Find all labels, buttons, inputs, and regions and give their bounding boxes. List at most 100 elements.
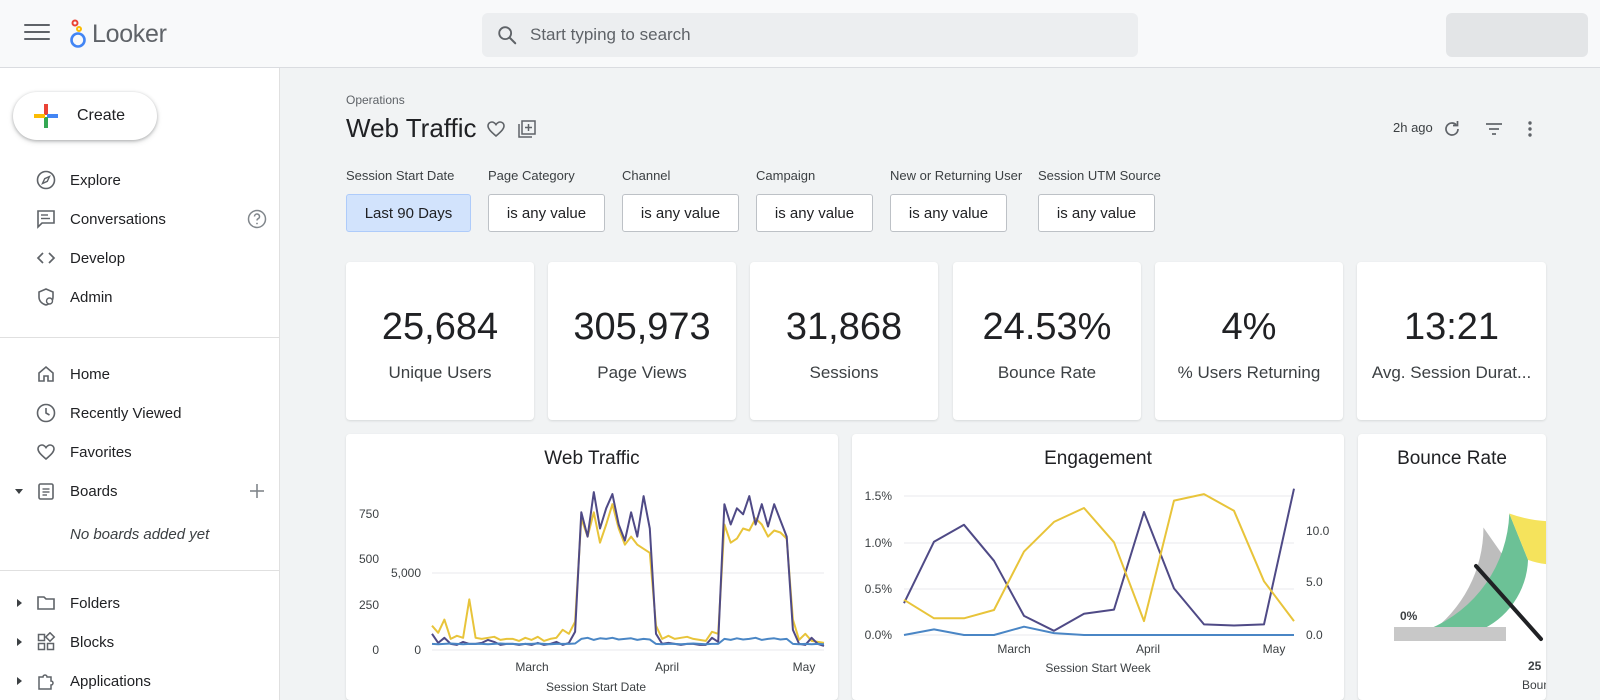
plus-icon xyxy=(34,104,58,128)
gauge-segment-yellow xyxy=(1509,513,1546,565)
y-tick-label: 250 xyxy=(359,598,379,612)
menu-icon[interactable] xyxy=(24,24,50,44)
filter-label: Page Category xyxy=(488,168,575,183)
x-tick-label: March xyxy=(515,660,548,674)
kpi-tile-avg-session-duration[interactable]: 13:21 Avg. Session Durat... xyxy=(1357,262,1546,420)
series-line-purple xyxy=(431,491,825,647)
filter-value[interactable]: is any value xyxy=(890,194,1007,232)
x-tick-label: April xyxy=(1136,642,1160,656)
sidebar-item-explore[interactable]: Explore xyxy=(0,162,280,198)
create-button[interactable]: Create xyxy=(13,92,157,140)
series-line-blue xyxy=(903,625,1294,636)
search-bar[interactable] xyxy=(482,13,1138,57)
heart-icon[interactable] xyxy=(485,118,507,140)
y-tick-label: 750 xyxy=(359,507,379,521)
chart-card-bounce-rate[interactable]: Bounce Rate 0% 25 Boun xyxy=(1358,434,1546,700)
sidebar-item-recently-viewed[interactable]: Recently Viewed xyxy=(0,395,280,431)
y-tick-label: 0 xyxy=(372,643,379,657)
filter-label: Campaign xyxy=(756,168,816,183)
filter-new-or-returning-user: New or Returning User is any value xyxy=(890,168,1022,232)
y-tick-label: 5,000 xyxy=(391,566,421,580)
kpi-tile-unique-users[interactable]: 25,684 Unique Users xyxy=(346,262,534,420)
gauge-value: 25 xyxy=(1528,659,1542,673)
gauge-base xyxy=(1394,627,1506,641)
kpi-tile-bounce-rate[interactable]: 24.53% Bounce Rate xyxy=(953,262,1141,420)
sidebar-item-conversations[interactable]: Conversations xyxy=(0,201,280,237)
chart-card-engagement[interactable]: Engagement 1.5% 1.0% 0.5% 0.0% 10.0 5.0 0.0 Mar… xyxy=(852,434,1344,700)
y-tick-label: 1.0% xyxy=(865,536,893,550)
page-title: Web Traffic xyxy=(346,113,477,143)
search-input[interactable] xyxy=(530,25,1110,45)
kpi-value: 305,973 xyxy=(573,306,711,348)
filter-value[interactable]: is any value xyxy=(488,194,605,232)
sidebar-item-label: Develop xyxy=(70,249,126,267)
gauge-value-label: Boun xyxy=(1522,678,1546,692)
chart-card-web-traffic[interactable]: Web Traffic 750 500 250 0 5,000 0 March April Ma… xyxy=(346,434,838,700)
kpi-value: 25,684 xyxy=(381,306,499,348)
blocks-icon xyxy=(35,631,57,653)
looker-logo[interactable]: Looker xyxy=(68,18,167,50)
filter-label: New or Returning User xyxy=(890,168,1023,183)
filter-label: Channel xyxy=(622,168,671,183)
sidebar-item-label: Explore xyxy=(70,171,121,189)
filter-session-utm-source: Session UTM Source is any value xyxy=(1038,168,1161,232)
sidebar-item-applications[interactable]: Applications xyxy=(0,663,280,699)
series-line-yellow xyxy=(431,503,825,644)
boards-empty-note: No boards added yet xyxy=(70,526,210,543)
y-tick-label: 1.5% xyxy=(865,489,893,503)
caret-right-icon[interactable] xyxy=(15,677,23,685)
y-tick-label: 0 xyxy=(414,643,421,657)
filter-value[interactable]: is any value xyxy=(622,194,739,232)
compass-icon xyxy=(35,169,57,191)
kpi-tile-users-returning[interactable]: 4% % Users Returning xyxy=(1155,262,1343,420)
kpi-label: Avg. Session Durat... xyxy=(1371,363,1532,382)
sidebar-item-label: Boards xyxy=(70,482,118,500)
filter-icon[interactable] xyxy=(1482,117,1506,141)
series-line-blue xyxy=(431,636,825,646)
app-name: Looker xyxy=(92,19,167,48)
sidebar-item-label: Admin xyxy=(70,288,113,306)
refresh-icon[interactable] xyxy=(1440,117,1464,141)
kpi-label: Bounce Rate xyxy=(997,363,1097,382)
sidebar-item-folders[interactable]: Folders xyxy=(0,585,280,621)
filter-value[interactable]: is any value xyxy=(1038,194,1155,232)
x-axis-title: Session Start Date xyxy=(546,680,646,694)
sidebar-item-boards[interactable]: Boards xyxy=(0,473,280,509)
sidebar: Create Explore Conversations Develop Adm… xyxy=(0,68,280,700)
help-icon[interactable] xyxy=(246,208,268,230)
filter-campaign: Campaign is any value xyxy=(756,168,873,232)
breadcrumb[interactable]: Operations xyxy=(346,93,405,107)
add-board-icon[interactable] xyxy=(246,480,268,502)
caret-right-icon[interactable] xyxy=(15,599,23,607)
engagement-chart: 1.5% 1.0% 0.5% 0.0% 10.0 5.0 0.0 March April May S… xyxy=(865,488,1330,675)
looker-logo-icon xyxy=(70,19,86,48)
caret-right-icon[interactable] xyxy=(15,638,23,646)
kpi-label: % Users Returning xyxy=(1177,363,1321,382)
caret-down-icon[interactable] xyxy=(15,487,23,495)
sidebar-item-blocks[interactable]: Blocks xyxy=(0,624,280,660)
kpi-value: 31,868 xyxy=(785,306,903,348)
sidebar-divider xyxy=(0,337,280,338)
y-tick-label: 500 xyxy=(359,552,379,566)
y-tick-label: 5.0 xyxy=(1306,575,1323,589)
x-tick-label: April xyxy=(655,660,679,674)
code-icon xyxy=(35,247,57,269)
add-to-board-icon[interactable] xyxy=(516,118,538,140)
account-area[interactable] xyxy=(1446,13,1588,57)
gauge-min-label: 0% xyxy=(1400,609,1418,623)
kpi-tile-sessions[interactable]: 31,868 Sessions xyxy=(750,262,938,420)
kpi-tile-page-views[interactable]: 305,973 Page Views xyxy=(548,262,736,420)
filter-value[interactable]: Last 90 Days xyxy=(346,194,471,232)
sidebar-item-develop[interactable]: Develop xyxy=(0,240,280,276)
kpi-value: 4% xyxy=(1221,306,1277,348)
sidebar-item-home[interactable]: Home xyxy=(0,356,280,392)
gauge-needle xyxy=(1474,564,1543,641)
sidebar-item-admin[interactable]: Admin xyxy=(0,279,280,315)
sidebar-item-favorites[interactable]: Favorites xyxy=(0,434,280,470)
admin-icon xyxy=(35,286,57,308)
kpi-label: Page Views xyxy=(597,363,687,382)
chart-title: Engagement xyxy=(1044,448,1152,469)
filter-value[interactable]: is any value xyxy=(756,194,873,232)
y-tick-label: 0.0% xyxy=(865,628,893,642)
more-options-icon[interactable] xyxy=(1518,117,1542,141)
